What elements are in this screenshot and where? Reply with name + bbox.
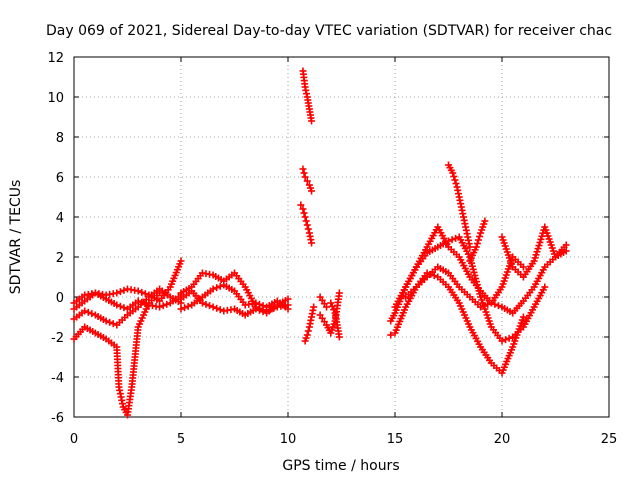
data-point xyxy=(299,165,307,173)
y-tick-label: 10 xyxy=(47,91,64,106)
data-point xyxy=(303,221,311,229)
data-series xyxy=(299,165,316,195)
data-series xyxy=(70,289,185,313)
x-axis: 0 5 10 15 20 25 xyxy=(70,57,617,447)
data-point xyxy=(327,299,335,307)
data-series xyxy=(402,247,570,317)
x-tick-label: 25 xyxy=(601,432,618,447)
data-series xyxy=(297,201,316,247)
data-series xyxy=(70,289,164,419)
y-tick-label: 2 xyxy=(56,251,64,266)
x-tick-label: 15 xyxy=(387,432,404,447)
y-tick-label: 0 xyxy=(56,291,64,306)
data-series xyxy=(177,281,292,313)
x-tick-label: 5 xyxy=(177,432,185,447)
data-point xyxy=(387,331,395,339)
data-series xyxy=(301,303,318,345)
chart-title: Day 069 of 2021, Sidereal Day-to-day VTE… xyxy=(46,23,612,39)
series-layer xyxy=(70,67,570,419)
x-tick-label: 10 xyxy=(280,432,297,447)
y-tick-label: 8 xyxy=(56,131,64,146)
data-series xyxy=(466,217,489,265)
data-series xyxy=(498,223,570,281)
data-series xyxy=(316,293,343,341)
y-tick-label: -2 xyxy=(51,331,64,346)
y-tick-label: 6 xyxy=(56,171,64,186)
y-tick-label: -6 xyxy=(51,411,64,426)
data-point xyxy=(297,201,305,209)
data-series xyxy=(70,285,185,329)
y-tick-label: 4 xyxy=(56,211,64,226)
data-point xyxy=(301,213,309,221)
data-point xyxy=(209,303,217,311)
data-point xyxy=(487,299,495,307)
y-tick-label: 12 xyxy=(47,51,64,66)
x-tick-label: 20 xyxy=(494,432,511,447)
x-axis-label: GPS time / hours xyxy=(282,458,399,474)
data-series xyxy=(299,67,316,125)
data-point xyxy=(301,173,309,181)
data-series xyxy=(445,161,474,251)
y-tick-label: -4 xyxy=(51,371,64,386)
plot-frame xyxy=(73,56,610,418)
data-point xyxy=(303,177,311,185)
y-axis: -6 -4 -2 0 2 4 6 8 10 12 xyxy=(47,51,609,426)
data-point xyxy=(299,205,307,213)
data-point xyxy=(177,305,185,313)
y-axis-label: SDTVAR / TECUs xyxy=(8,180,24,295)
x-tick-label: 0 xyxy=(70,432,78,447)
data-series xyxy=(177,287,292,319)
grid-lines xyxy=(74,57,609,417)
